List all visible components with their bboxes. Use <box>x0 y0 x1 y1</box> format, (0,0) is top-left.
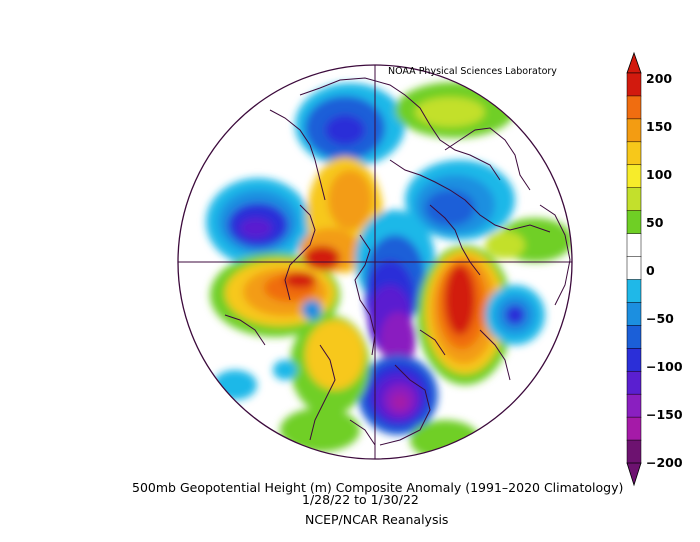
colorbar-segment <box>626 72 642 97</box>
colorbar-segment <box>626 141 642 166</box>
colorbar-segment <box>626 370 642 395</box>
colorbar-label-50: 50 <box>646 215 664 230</box>
anomaly-field <box>178 65 572 459</box>
colorbar-top-arrow <box>626 51 642 74</box>
colorbar-segment <box>626 164 642 189</box>
caption-title: 500mb Geopotential Height (m) Composite … <box>132 480 624 495</box>
colorbar-segment <box>626 187 642 212</box>
coastlines <box>224 77 571 446</box>
colorbar-bottom-arrow <box>626 462 642 487</box>
colorbar-label-200: 200 <box>646 71 673 86</box>
colorbar-segment <box>626 302 642 326</box>
colorbar-segment <box>626 348 642 372</box>
colorbar-label-minus-50: −50 <box>646 311 674 326</box>
colorbar-segment <box>626 233 642 258</box>
colorbar-segment <box>626 439 642 464</box>
colorbar-segment <box>626 95 642 120</box>
colorbar-segment <box>626 210 642 235</box>
colorbar-segment <box>626 416 642 441</box>
globe-border <box>177 64 573 460</box>
colorbar-label-minus-100: −100 <box>646 359 683 374</box>
colorbar-label-minus-200: −200 <box>646 455 683 470</box>
colorbar-label-minus-150: −150 <box>646 407 683 422</box>
colorbar-segment <box>626 118 642 143</box>
colorbar-label-150: 150 <box>646 119 673 134</box>
caption-source: NCEP/NCAR Reanalysis <box>305 512 449 527</box>
colorbar-segment <box>626 393 642 418</box>
colorbar-segment <box>626 325 642 349</box>
colorbar-label-100: 100 <box>646 167 673 182</box>
credit-text: NOAA Physical Sciences Laboratory <box>388 66 557 77</box>
colorbar-segment <box>626 256 642 281</box>
colorbar-label-0: 0 <box>646 263 655 278</box>
caption-dates: 1/28/22 to 1/30/22 <box>302 492 419 507</box>
colorbar-segment <box>626 279 642 303</box>
colorbar <box>626 51 642 487</box>
